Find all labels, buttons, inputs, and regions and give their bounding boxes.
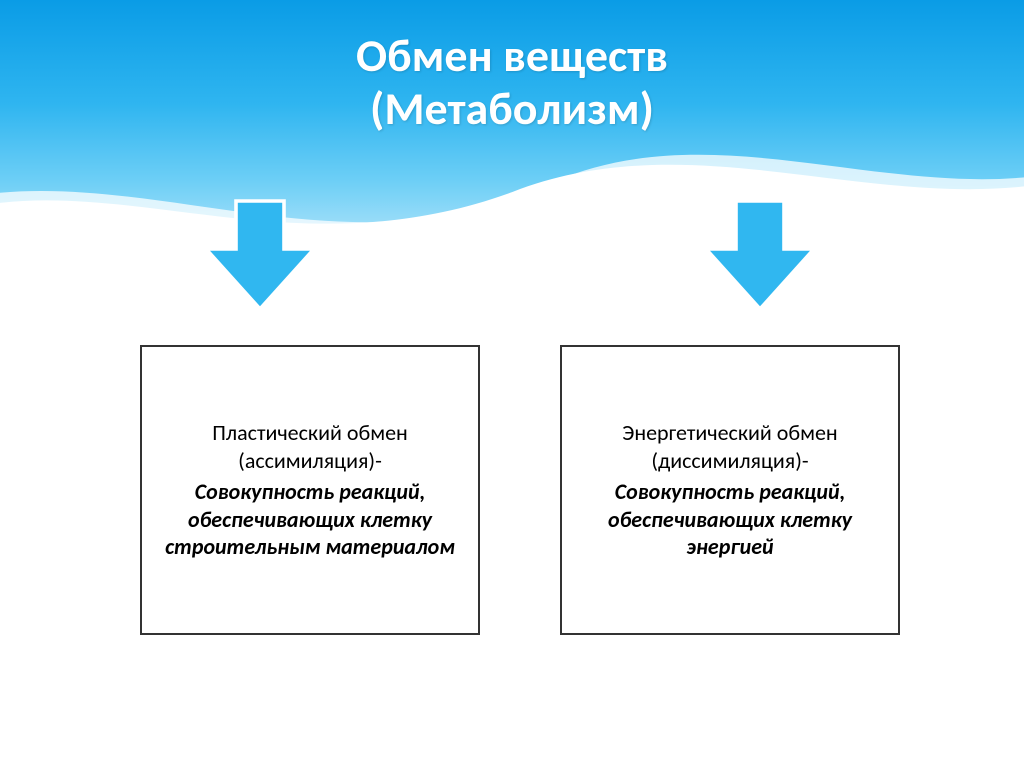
arrow-shape: [706, 201, 814, 309]
arrow-down-right: [700, 195, 820, 315]
box-energy-exchange: Энергетический обмен (диссимиляция)- Сов…: [560, 345, 900, 635]
box-plastic-exchange: Пластический обмен (ассимиляция)- Совоку…: [140, 345, 480, 635]
title-line-2: (Метаболизм): [370, 81, 654, 137]
box-left-label-bold: Совокупность реакций, обеспечивающих кле…: [164, 478, 456, 561]
box-content: Пластический обмен (ассимиляция)- Совоку…: [164, 419, 456, 561]
arrow-shape: [206, 201, 314, 309]
arrow-down-left: [200, 195, 320, 315]
slide-title: Обмен веществ (Метаболизм): [0, 30, 1024, 136]
box-content: Энергетический обмен (диссимиляция)- Сов…: [584, 419, 876, 561]
box-right-label-normal: Энергетический обмен (диссимиляция)-: [584, 419, 876, 474]
title-line-1: Обмен веществ: [356, 28, 668, 84]
box-left-label-normal: Пластический обмен (ассимиляция)-: [164, 419, 456, 474]
header-banner: Обмен веществ (Метаболизм): [0, 0, 1024, 260]
box-right-label-bold: Совокупность реакций, обеспечивающих кле…: [584, 478, 876, 561]
wave-decoration: [0, 122, 1024, 262]
